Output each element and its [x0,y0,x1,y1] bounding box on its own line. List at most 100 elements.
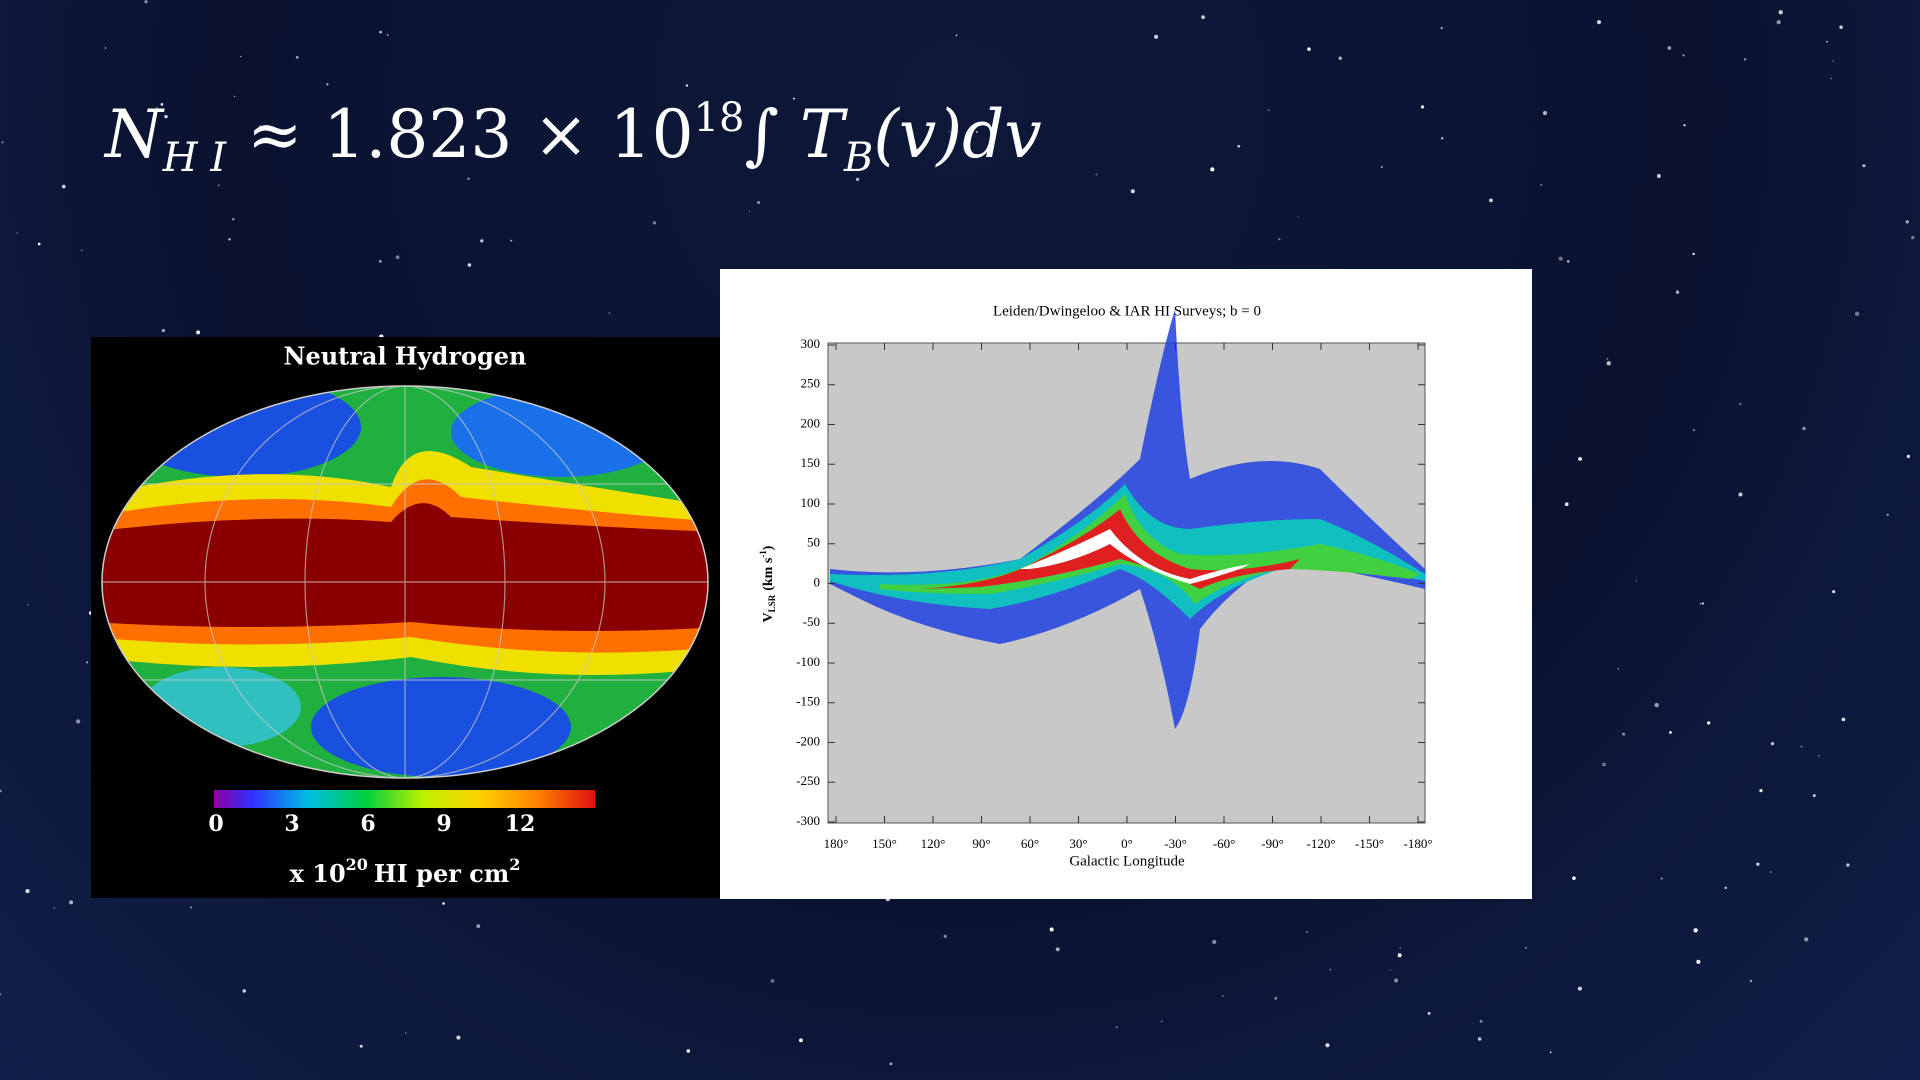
y-tick-label: 100 [801,495,821,510]
star [1846,863,1850,867]
star [1839,25,1843,30]
star [686,1049,691,1053]
star [1656,174,1661,178]
star [1724,886,1727,889]
y-tick-label: 50 [807,535,820,550]
star [1540,184,1542,186]
star [1564,502,1569,507]
star [792,97,795,100]
star [0,993,2,996]
star [608,312,611,314]
unit-label: x 1020 HI per cm2 [290,855,521,888]
star [889,1062,893,1066]
star [1397,953,1402,958]
star [295,55,299,59]
y-label-text: (km s [761,557,776,591]
x-tick-label: -180° [1403,836,1432,851]
star [1338,56,1342,60]
eq-text: ≈ 1.823 × 10 [247,96,694,173]
star [1830,77,1833,80]
star [1804,937,1809,942]
star [1542,110,1548,116]
star [510,239,513,242]
star [480,239,484,243]
star [1325,1043,1330,1048]
x-tick-label: -60° [1213,836,1236,851]
star [258,125,262,128]
star [1389,969,1391,971]
map [102,386,708,778]
star [1602,762,1606,767]
star [1802,426,1806,431]
star [1577,986,1582,991]
star [1701,602,1705,605]
star [1812,794,1816,798]
star [196,330,201,335]
eq-subscript: H I [162,135,227,181]
y-tick-label: -150 [796,694,820,709]
star [1832,60,1834,62]
star [1596,20,1602,25]
x-tick-label: 90° [972,836,990,851]
star [757,200,761,205]
star [1682,54,1685,57]
star [1558,256,1563,261]
star [1749,979,1753,983]
eq-subscript: B [843,135,874,181]
star [190,906,193,909]
star [1770,871,1772,873]
colorbar-tick-label: 3 [284,811,299,837]
star [1660,877,1663,880]
star [1399,947,1401,949]
star [1606,357,1609,360]
eq-text: ∫ T [744,96,844,173]
unit-text: x 10 [290,859,346,888]
colorbar-tick-label: 9 [436,811,451,837]
star [975,131,978,133]
star [395,255,400,260]
star [1267,109,1270,112]
star [1800,745,1803,748]
star [1617,667,1620,670]
star [359,1044,363,1048]
star [217,184,220,187]
y-tick-label: 150 [801,455,821,470]
star [685,84,689,87]
star [1572,876,1576,880]
star [1675,290,1680,294]
colorbar-tick-label: 6 [360,811,375,837]
unit-text: HI per cm [374,859,509,888]
star [442,902,445,905]
star [1525,946,1527,949]
y-label-text: V [761,612,776,622]
star [748,210,751,212]
star [1306,930,1308,933]
star [1307,47,1311,51]
star [1578,456,1583,461]
x-tick-label: -30° [1164,836,1187,851]
star [1222,995,1224,997]
star [799,1038,803,1043]
star [1911,235,1915,240]
x-tick-label: -150° [1355,836,1384,851]
star [1210,167,1215,172]
star [1477,1037,1482,1041]
star [1479,1020,1483,1023]
hi-map-image: Neutral Hydrogen 0 3 6 9 12 x 1020 HI per cm2 [91,337,720,898]
y-tick-label: -100 [796,654,820,669]
star [1862,164,1866,168]
equation: NH I ≈ 1.823 × 1018∫ TB(v)dv [105,95,1042,181]
y-tick-label: -250 [796,773,820,788]
star [1212,939,1217,945]
star [1154,34,1159,39]
star [0,789,2,793]
x-tick-label: -120° [1306,836,1335,851]
emission [830,309,1425,729]
star [1683,124,1686,127]
star [476,924,481,929]
colorbar-tick-label: 12 [505,811,536,837]
star [1744,58,1747,61]
star [16,232,18,234]
star [1654,702,1659,708]
star [80,249,83,252]
